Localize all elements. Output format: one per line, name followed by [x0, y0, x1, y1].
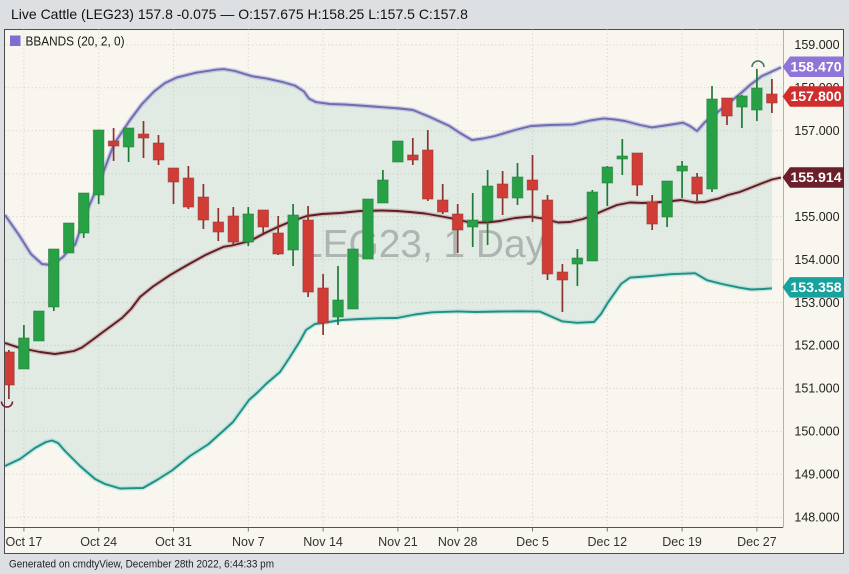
svg-text:155.914: 155.914 [790, 170, 841, 186]
svg-text:Oct 17: Oct 17 [5, 535, 42, 549]
svg-text:Nov 7: Nov 7 [232, 535, 265, 549]
svg-text:159.000: 159.000 [794, 38, 839, 52]
svg-text:157.800: 157.800 [790, 89, 841, 105]
svg-text:151.000: 151.000 [794, 382, 839, 396]
svg-text:Dec 19: Dec 19 [662, 535, 702, 549]
svg-text:Oct 31: Oct 31 [155, 535, 192, 549]
svg-text:Nov 21: Nov 21 [378, 535, 418, 549]
svg-text:155.000: 155.000 [794, 210, 839, 224]
svg-text:LEG23, 1 Day: LEG23, 1 Day [301, 223, 545, 266]
svg-text:Generated on cmdtyView, Decemb: Generated on cmdtyView, December 28th 20… [9, 559, 274, 571]
svg-text:Nov 14: Nov 14 [303, 535, 343, 549]
svg-text:150.000: 150.000 [794, 425, 839, 439]
svg-text:157.000: 157.000 [794, 124, 839, 138]
svg-text:152.000: 152.000 [794, 339, 839, 353]
svg-text:148.000: 148.000 [794, 511, 839, 525]
svg-text:154.000: 154.000 [794, 253, 839, 267]
svg-text:149.000: 149.000 [794, 468, 839, 482]
svg-text:BBANDS (20, 2, 0): BBANDS (20, 2, 0) [26, 35, 125, 49]
svg-text:158.470: 158.470 [790, 59, 841, 75]
svg-text:Nov 28: Nov 28 [438, 535, 478, 549]
svg-text:Dec 12: Dec 12 [587, 535, 627, 549]
svg-text:153.358: 153.358 [790, 280, 841, 296]
svg-text:Dec 27: Dec 27 [737, 535, 777, 549]
svg-text:Dec 5: Dec 5 [516, 535, 549, 549]
svg-text:153.000: 153.000 [794, 296, 839, 310]
svg-text:Oct 24: Oct 24 [80, 535, 117, 549]
svg-text:Live Cattle (LEG23) 157.8 -0.0: Live Cattle (LEG23) 157.8 -0.075 — O:157… [11, 6, 468, 22]
